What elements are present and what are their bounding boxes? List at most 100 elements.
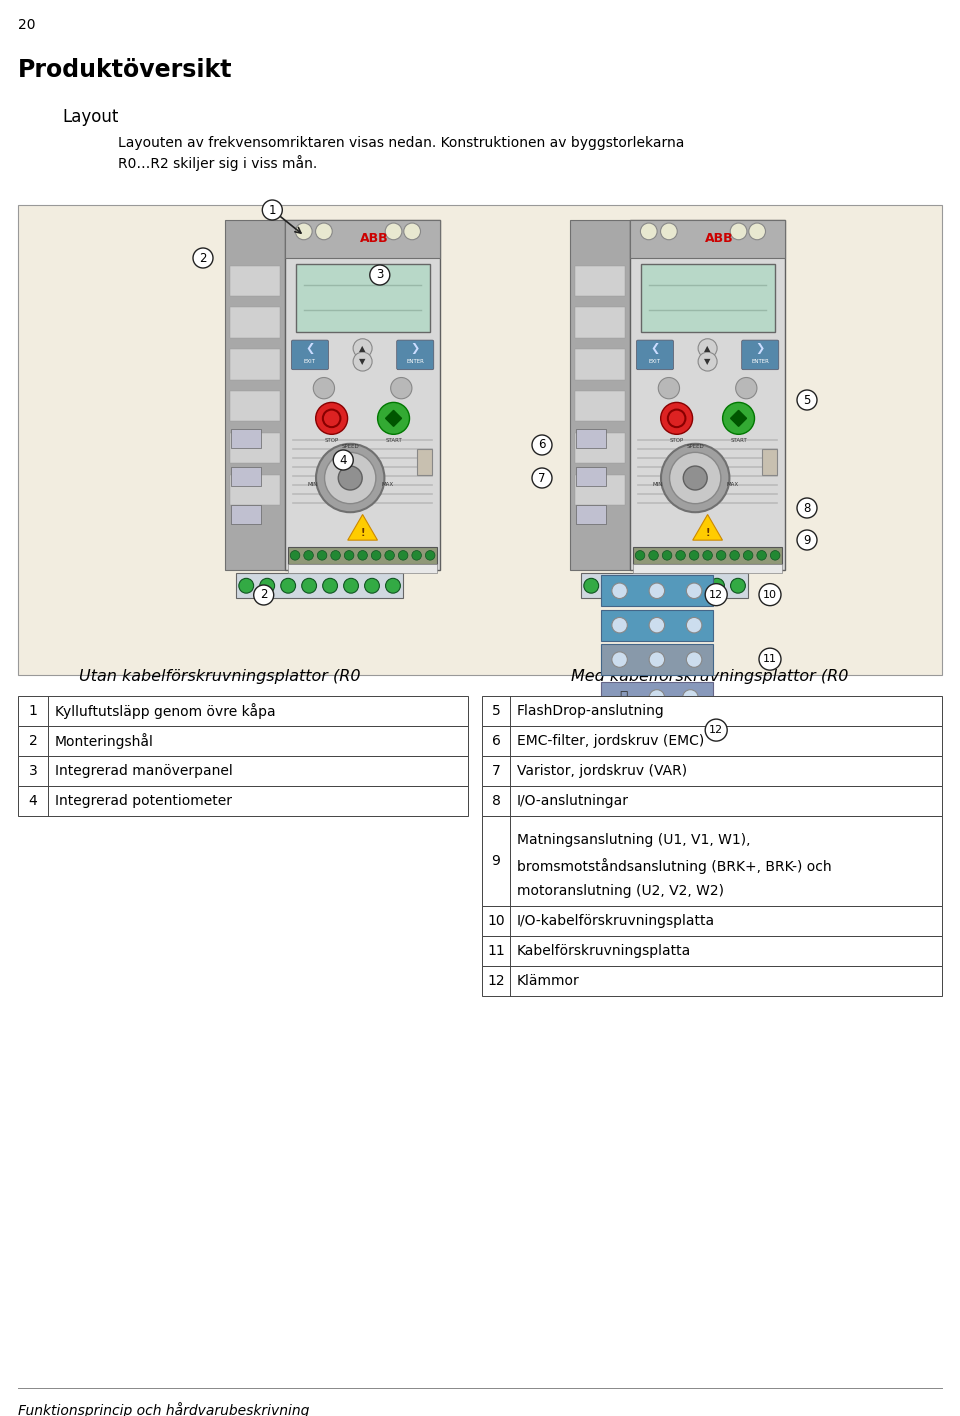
Circle shape: [660, 224, 677, 239]
Text: Varistor, jordskruv (VAR): Varistor, jordskruv (VAR): [517, 765, 687, 777]
FancyBboxPatch shape: [285, 219, 440, 258]
FancyBboxPatch shape: [229, 350, 280, 379]
Text: 2: 2: [200, 252, 206, 265]
Circle shape: [649, 651, 664, 667]
FancyBboxPatch shape: [229, 307, 280, 338]
FancyBboxPatch shape: [482, 756, 942, 786]
Text: 4: 4: [29, 794, 37, 809]
FancyBboxPatch shape: [229, 433, 280, 463]
Circle shape: [313, 378, 334, 399]
Text: Produktöversikt: Produktöversikt: [18, 58, 232, 82]
Text: 2: 2: [29, 733, 37, 748]
Text: Matningsanslutning (U1, V1, W1),: Matningsanslutning (U1, V1, W1),: [517, 833, 751, 847]
Text: 3: 3: [29, 765, 37, 777]
Text: ❮: ❮: [305, 343, 315, 354]
Circle shape: [532, 469, 552, 489]
Circle shape: [532, 435, 552, 455]
Circle shape: [398, 551, 408, 561]
Text: Kabelförskruvningsplatta: Kabelförskruvningsplatta: [517, 944, 691, 959]
FancyBboxPatch shape: [692, 228, 746, 251]
FancyBboxPatch shape: [630, 219, 785, 569]
FancyBboxPatch shape: [231, 429, 261, 447]
FancyBboxPatch shape: [396, 340, 434, 370]
Circle shape: [318, 551, 326, 561]
Text: ABB: ABB: [360, 232, 389, 245]
FancyBboxPatch shape: [636, 340, 674, 370]
Circle shape: [262, 200, 282, 219]
Text: Layouten av frekvensomriktaren visas nedan. Konstruktionen av byggstorlekarna: Layouten av frekvensomriktaren visas ned…: [118, 136, 684, 150]
FancyBboxPatch shape: [482, 816, 942, 906]
Circle shape: [797, 498, 817, 518]
FancyBboxPatch shape: [576, 506, 606, 524]
Circle shape: [703, 551, 712, 561]
Circle shape: [316, 443, 384, 513]
Circle shape: [296, 224, 312, 239]
Text: 8: 8: [804, 501, 810, 514]
Text: Layout: Layout: [62, 108, 118, 126]
Circle shape: [425, 551, 435, 561]
FancyBboxPatch shape: [229, 391, 280, 422]
Circle shape: [661, 443, 730, 513]
Text: 11: 11: [763, 654, 777, 664]
FancyBboxPatch shape: [229, 266, 280, 296]
Text: 9: 9: [804, 534, 811, 547]
Circle shape: [797, 530, 817, 549]
Text: 2: 2: [260, 589, 268, 602]
Polygon shape: [731, 411, 747, 426]
Text: ▲: ▲: [359, 344, 366, 353]
FancyBboxPatch shape: [348, 228, 401, 251]
Circle shape: [706, 719, 728, 741]
Text: Klämmor: Klämmor: [517, 974, 580, 988]
FancyBboxPatch shape: [601, 644, 712, 675]
FancyBboxPatch shape: [288, 564, 437, 573]
FancyBboxPatch shape: [225, 219, 285, 569]
Circle shape: [253, 585, 274, 605]
Circle shape: [756, 551, 766, 561]
Circle shape: [338, 466, 362, 490]
FancyBboxPatch shape: [482, 906, 942, 936]
FancyBboxPatch shape: [570, 219, 630, 569]
Text: !: !: [706, 528, 709, 538]
Text: 9: 9: [492, 854, 500, 868]
Circle shape: [353, 338, 372, 358]
Circle shape: [686, 617, 702, 633]
Circle shape: [649, 551, 659, 561]
Text: 7: 7: [539, 472, 545, 484]
Text: 1: 1: [29, 704, 37, 718]
Text: 12: 12: [709, 725, 723, 735]
Circle shape: [636, 551, 645, 561]
Circle shape: [731, 578, 745, 593]
Text: ❮: ❮: [650, 343, 660, 354]
FancyBboxPatch shape: [482, 966, 942, 995]
Circle shape: [698, 353, 717, 371]
Circle shape: [316, 224, 332, 239]
Text: 6: 6: [539, 439, 545, 452]
FancyBboxPatch shape: [575, 474, 625, 506]
Circle shape: [358, 551, 368, 561]
Text: MIN: MIN: [307, 483, 318, 487]
Text: Monteringshål: Monteringshål: [55, 733, 154, 749]
Circle shape: [612, 651, 627, 667]
Circle shape: [676, 551, 685, 561]
Text: ENTER: ENTER: [752, 360, 769, 364]
Circle shape: [797, 389, 817, 411]
Circle shape: [759, 583, 781, 606]
Text: Utan kabelförskruvningsplattor (R0: Utan kabelförskruvningsplattor (R0: [80, 668, 361, 684]
Polygon shape: [386, 411, 401, 426]
Text: Kylluftutsläpp genom övre kåpa: Kylluftutsläpp genom övre kåpa: [55, 702, 276, 719]
Text: SPEED: SPEED: [342, 445, 359, 449]
FancyBboxPatch shape: [18, 205, 942, 675]
Circle shape: [385, 224, 402, 239]
Text: ❯: ❯: [411, 343, 420, 354]
Text: EXIT: EXIT: [649, 360, 661, 364]
Circle shape: [584, 578, 599, 593]
Circle shape: [640, 224, 658, 239]
Circle shape: [612, 617, 627, 633]
Circle shape: [365, 578, 379, 593]
Circle shape: [290, 551, 300, 561]
FancyBboxPatch shape: [576, 467, 606, 486]
Circle shape: [333, 450, 353, 470]
Circle shape: [605, 578, 619, 593]
Circle shape: [391, 378, 412, 399]
Circle shape: [353, 353, 372, 371]
